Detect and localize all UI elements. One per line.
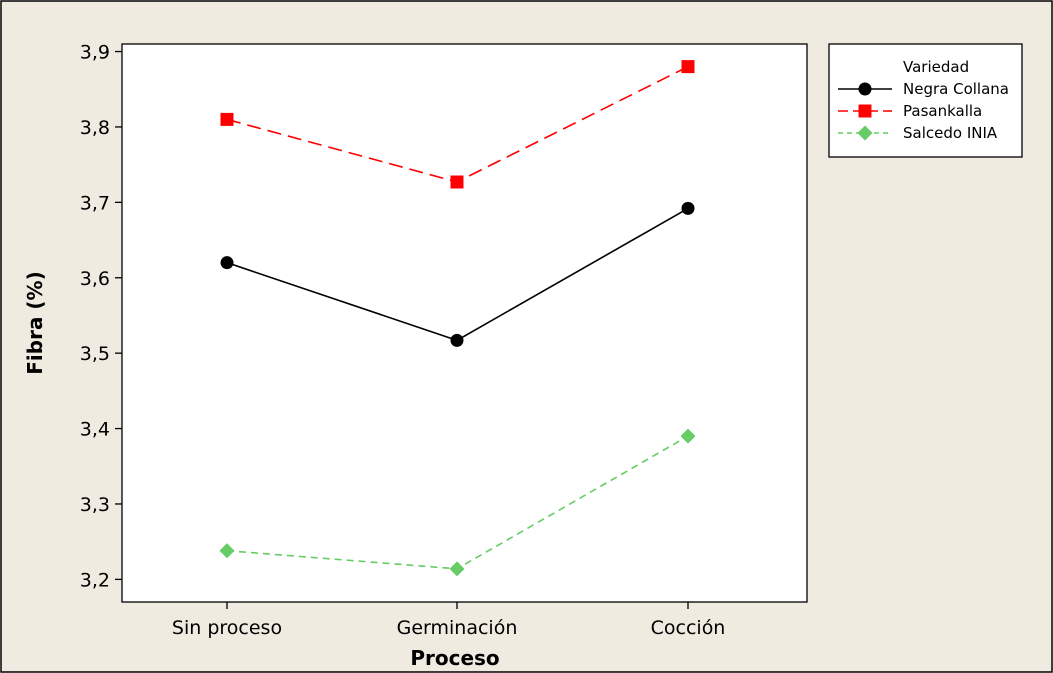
legend-item: Salcedo INIA	[838, 124, 998, 142]
y-tick-label: 3,7	[80, 192, 110, 214]
y-tick-label: 3,2	[80, 569, 110, 591]
data-point	[219, 543, 235, 559]
y-tick-label: 3,4	[80, 419, 110, 441]
data-point	[450, 175, 464, 189]
data-point	[681, 201, 695, 215]
legend: Variedad Negra Collana Pasankalla Salcedo …	[828, 43, 1023, 158]
data-point	[680, 428, 696, 444]
series-pasankalla	[220, 60, 695, 189]
data-point	[220, 112, 234, 126]
legend-item: Pasankalla	[838, 102, 982, 120]
legend-label: Pasankalla	[903, 102, 982, 120]
legend-label: Negra Collana	[903, 80, 1009, 98]
y-tick-label: 3,5	[80, 343, 110, 365]
legend-box	[828, 43, 1023, 158]
data-point	[681, 60, 695, 74]
data-point	[449, 561, 465, 577]
x-tick-label: Sin proceso	[172, 617, 282, 639]
series-salcedo-inia	[219, 428, 696, 577]
x-axis-title: Proceso	[410, 646, 499, 670]
data-point	[450, 333, 464, 347]
y-tick-label: 3,3	[80, 494, 110, 516]
series-layer	[219, 60, 696, 577]
series-negra-collana	[220, 201, 695, 347]
legend-marker	[857, 125, 873, 141]
y-tick-label: 3,8	[80, 117, 110, 139]
y-tick-label: 3,6	[80, 268, 110, 290]
y-tick-label: 3,9	[80, 42, 110, 64]
x-tick-label: Germinación	[397, 617, 518, 639]
x-tick-label: Cocción	[651, 617, 726, 639]
plot-area	[121, 43, 808, 603]
y-axis-title: Fibra (%)	[23, 271, 47, 374]
legend-title: Variedad	[903, 58, 969, 76]
legend-marker	[858, 104, 872, 118]
legend-marker	[858, 82, 872, 96]
x-axis: Sin proceso Germinación Cocción	[172, 602, 725, 639]
legend-label: Salcedo INIA	[903, 124, 998, 142]
data-point	[220, 256, 234, 270]
y-axis: 3,2 3,3 3,4 3,5 3,6 3,7 3,8 3,9	[80, 42, 122, 591]
legend-item: Negra Collana	[838, 80, 1009, 98]
